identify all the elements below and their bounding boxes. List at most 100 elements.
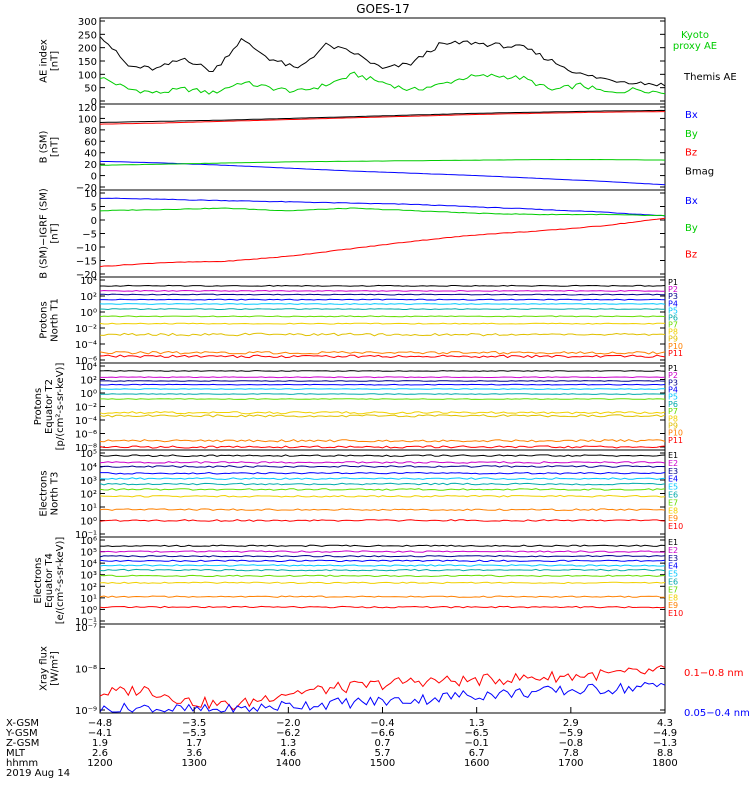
- plot-date: 2019 Aug 14: [6, 768, 70, 779]
- series-line-protons_t2-p9: [99, 414, 666, 418]
- x-axis-value: 1.7: [186, 738, 202, 749]
- series-line-bsm-bmag: [99, 109, 666, 123]
- y-tick-label: 10⁴: [80, 463, 97, 474]
- series-line-protons_t1-p6: [99, 308, 665, 311]
- y-tick-label: 10⁴: [80, 276, 97, 287]
- x-axis-value: 1700: [558, 758, 583, 769]
- legend-label: P7: [668, 321, 678, 330]
- x-axis-value: 3.6: [186, 748, 202, 759]
- panel-frame-ae: [99, 17, 666, 105]
- x-axis-value: −1.3: [653, 738, 677, 749]
- series-line-electrons_t3-e1: [99, 454, 666, 458]
- x-axis-value: −6.6: [370, 728, 394, 739]
- y-tick-label: 10⁻²: [75, 403, 97, 414]
- x-axis-value: 1300: [181, 758, 206, 769]
- series-line-electrons_t3-e8: [99, 494, 666, 498]
- legend-label: P8: [668, 414, 678, 423]
- legend-label: E3: [668, 554, 678, 563]
- y-tick-label: 10⁻⁶: [75, 430, 97, 441]
- y-tick-label: 0: [91, 216, 97, 227]
- series-line-protons_t1-p4: [100, 298, 666, 301]
- series-line-bsm-bx: [99, 160, 666, 186]
- x-axis-value: 4.3: [657, 718, 673, 729]
- series-line-protons_t1-p5: [99, 303, 666, 305]
- series-line-electrons_t3-e9: [99, 508, 666, 512]
- series-line-protons_t2-p6: [100, 393, 665, 395]
- y-axis-label: [nT]: [50, 223, 61, 243]
- y-tick-label: 10²: [80, 292, 97, 303]
- x-axis-value: 1500: [370, 758, 395, 769]
- y-axis-label: Electrons: [39, 470, 50, 516]
- series-line-electrons_t4-e2: [99, 550, 665, 553]
- series-line-protons_t1-p8: [99, 322, 666, 325]
- y-tick-label: 10⁻⁸: [75, 665, 97, 676]
- legend-label: E6: [668, 578, 678, 587]
- legend-label: E1: [668, 451, 678, 460]
- x-axis-value: 7.8: [563, 748, 579, 759]
- legend-label: E1: [668, 538, 678, 547]
- x-axis-value: 6.7: [469, 748, 485, 759]
- x-axis-value: 2.6: [92, 748, 108, 759]
- y-tick-label: 10⁻⁴: [75, 416, 97, 427]
- series-line-protons_t1-p1: [100, 284, 666, 287]
- y-axis-label: Equator T4: [44, 553, 55, 608]
- y-tick-label: −10: [76, 243, 97, 254]
- x-axis-value: −0.4: [370, 718, 394, 729]
- series-line-electrons_t4-e7: [99, 574, 666, 578]
- y-tick-label: 10³: [80, 476, 97, 487]
- x-axis-value: 0.7: [375, 738, 391, 749]
- legend-label: P3: [668, 292, 678, 301]
- legend-label: Bmag: [685, 167, 714, 178]
- legend-label: P11: [668, 349, 683, 358]
- legend-label: P3: [668, 378, 678, 387]
- y-axis-label: Protons: [39, 301, 50, 338]
- series-line-protons_t1-p11: [99, 354, 666, 359]
- x-axis-value: 1.9: [92, 738, 108, 749]
- legend-label: E9: [668, 601, 678, 610]
- y-tick-label: 0: [91, 97, 97, 108]
- legend-label: E2: [668, 459, 678, 468]
- legend-label: P1: [668, 364, 678, 373]
- y-tick-label: 120: [78, 103, 97, 114]
- y-axis-label: Electrons: [33, 557, 44, 603]
- legend-label: E4: [668, 562, 678, 571]
- panel-frame-electrons_t4: [99, 536, 666, 625]
- legend-label: E5: [668, 483, 678, 492]
- panel-frame-protons_t1: [99, 276, 666, 364]
- x-axis-row-label: Y-GSM: [5, 728, 38, 739]
- legend-label: E7: [668, 498, 678, 507]
- legend-label: E2: [668, 546, 678, 555]
- legend-label: E8: [668, 506, 678, 515]
- y-tick-label: 10⁶: [80, 536, 97, 547]
- y-tick-label: 100: [78, 70, 97, 81]
- series-line-protons_t2-p1: [99, 370, 666, 372]
- y-tick-label: 10³: [80, 571, 97, 582]
- series-line-electrons_t4-e5: [99, 564, 666, 567]
- legend-label: E6: [668, 491, 678, 500]
- y-tick-label: 60: [84, 137, 97, 148]
- series-line-electrons_t3-e5: [99, 477, 666, 481]
- y-axis-label: North T1: [50, 298, 61, 342]
- x-axis-value: −6.5: [465, 728, 489, 739]
- y-tick-label: 100: [78, 114, 97, 125]
- legend-label: P10: [668, 342, 683, 351]
- y-axis-label: [e/(cm²-s-sr-keV)]: [55, 537, 66, 625]
- series-line-electrons_t3-e7: [99, 488, 666, 491]
- y-axis-label: North T3: [50, 472, 61, 516]
- legend-label: P9: [668, 335, 678, 344]
- series-line-electrons_t4-e4: [99, 559, 666, 563]
- y-tick-label: 20: [84, 160, 97, 171]
- legend-label: E9: [668, 514, 678, 523]
- series-line-electrons_t4-e6: [99, 568, 666, 572]
- y-axis-label: Equator T2: [44, 379, 55, 434]
- series-line-electrons_t4-e9: [99, 595, 665, 598]
- series-line-protons_t2-p2: [100, 376, 666, 379]
- x-axis-value: −4.8: [88, 718, 112, 729]
- legend-label: By: [685, 129, 698, 140]
- y-axis-label: [W/m²]: [50, 651, 61, 686]
- legend-label: P2: [668, 285, 678, 294]
- legend-label: E8: [668, 593, 678, 602]
- legend-label: P2: [668, 371, 678, 380]
- series-line-protons_t2-p5: [99, 388, 665, 390]
